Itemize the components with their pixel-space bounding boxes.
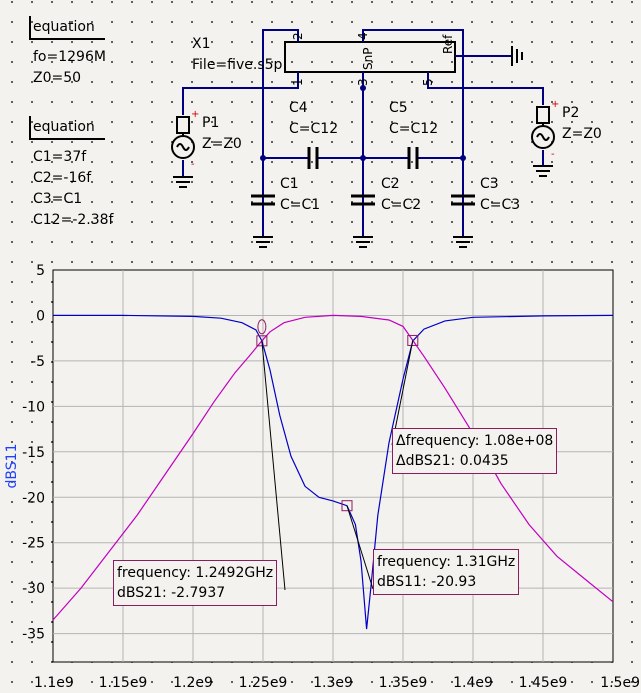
- y-tick-label: 5: [36, 263, 45, 279]
- p1-minus-sign: -: [191, 159, 195, 170]
- equation-2-line-3[interactable]: C3=C1: [33, 191, 83, 207]
- pin-2-label: 2: [291, 32, 305, 40]
- cap-c3-name[interactable]: C3: [480, 176, 499, 192]
- x-tick-label: 1.3e9: [313, 675, 353, 691]
- y-tick-label: -20: [22, 490, 45, 506]
- cap-c1-name[interactable]: C1: [280, 176, 299, 192]
- series-line-dbs21: [52, 314, 614, 621]
- y-tick-label: -35: [22, 627, 45, 643]
- cap-c2-value[interactable]: C=C2: [381, 197, 422, 213]
- series-line-dbs11: [53, 314, 614, 630]
- y-tick-label: -30: [22, 581, 45, 597]
- marker-leader-1: [261, 340, 286, 591]
- snp-label: SnP: [361, 48, 375, 70]
- cap-c5-name[interactable]: C5: [389, 100, 408, 116]
- marker-label-1[interactable]: frequency: 1.2492GHz dBS21: -2.7937: [113, 560, 278, 606]
- p2-minus-sign: -: [551, 149, 555, 160]
- x-tick-label: 1.1e9: [34, 675, 74, 691]
- x-tick-label: 1.2e9: [173, 675, 213, 691]
- subckt-file[interactable]: File=five.s5p: [192, 57, 283, 73]
- marker-2-line-2: dBS11: -20.93: [377, 574, 477, 590]
- cap-c4-value[interactable]: C=C12: [289, 121, 339, 137]
- y-tick-label: 0: [36, 308, 45, 324]
- equation-2-title[interactable]: equation: [33, 119, 95, 135]
- equation-2-line-4[interactable]: C12=-2.38f: [33, 212, 114, 228]
- marker-label-2[interactable]: frequency: 1.31GHz dBS11: -20.93: [373, 549, 520, 595]
- y-axis-label: dBS11: [4, 444, 20, 489]
- pin-4-label: 4: [356, 32, 370, 40]
- x-tick-label: 1.15e9: [99, 675, 148, 691]
- marker-3-line-2: ΔdBS21: 0.0435: [396, 453, 509, 469]
- y-tick-label: -15: [22, 445, 45, 461]
- marker-point-2[interactable]: [341, 500, 353, 512]
- x-tick-label: 1.4e9: [453, 675, 493, 691]
- x-tick-label: 1.45e9: [519, 675, 568, 691]
- pin-1-label: 1: [291, 78, 305, 86]
- equation-1-line-1[interactable]: fo=1296M: [33, 49, 106, 65]
- schematic-wires: + - + - 2 4 Ref 1 3 SnP 5: [171, 29, 559, 248]
- marker-label-3[interactable]: Δfrequency: 1.08e+08 ΔdBS21: 0.0435: [392, 428, 558, 474]
- marker-point-3[interactable]: [407, 334, 419, 346]
- cap-c1-value[interactable]: C=C1: [280, 197, 321, 213]
- marker-leader-3: [391, 340, 414, 446]
- cap-c2-name[interactable]: C2: [381, 176, 400, 192]
- marker-2-line-1: frequency: 1.31GHz: [377, 554, 516, 570]
- equation-2-frame: [29, 116, 105, 140]
- pin-3-label: 3: [356, 78, 370, 86]
- port-p1-name[interactable]: P1: [202, 115, 220, 131]
- equation-1-title[interactable]: equation: [33, 19, 95, 35]
- port-p2-name[interactable]: P2: [562, 105, 580, 121]
- cap-c5-value[interactable]: C=C12: [389, 121, 439, 137]
- y-tick-label: -10: [22, 399, 45, 415]
- equation-2-line-1[interactable]: C1=37f: [33, 149, 87, 165]
- y-tick-label: -5: [31, 354, 45, 370]
- marker-1-line-2: dBS21: -2.7937: [117, 585, 226, 601]
- port-p1-impedance[interactable]: Z=Z0: [202, 136, 242, 152]
- p1-plus-sign: +: [191, 109, 199, 120]
- marker-1-indicator: [257, 319, 267, 335]
- y-tick-label: -25: [22, 536, 45, 552]
- x-tick-label: 1.25e9: [239, 675, 288, 691]
- x-tick-label: 1.35e9: [379, 675, 428, 691]
- marker-3-line-1: Δfrequency: 1.08e+08: [396, 433, 554, 449]
- marker-1-line-1: frequency: 1.2492GHz: [117, 565, 274, 581]
- cap-c3-value[interactable]: C=C3: [480, 197, 521, 213]
- equation-2-line-2[interactable]: C2=-16f: [33, 170, 92, 186]
- cap-c4-name[interactable]: C4: [289, 100, 308, 116]
- p2-plus-sign: +: [551, 99, 559, 110]
- subckt-name[interactable]: X1: [192, 36, 211, 52]
- port-p2-impedance[interactable]: Z=Z0: [562, 126, 602, 142]
- pin-5-label: 5: [421, 78, 435, 86]
- marker-leader-2: [346, 505, 374, 590]
- x-tick-label: 1.5e9: [600, 675, 640, 691]
- equation-1-frame: [29, 16, 105, 40]
- equation-1-line-2[interactable]: Z0=50: [33, 70, 82, 86]
- pin-ref-label: Ref: [441, 34, 455, 54]
